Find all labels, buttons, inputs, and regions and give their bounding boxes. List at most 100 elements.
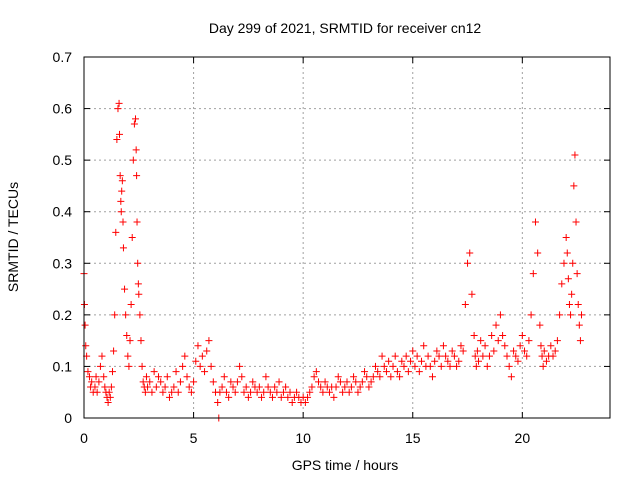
data-point bbox=[315, 378, 323, 386]
data-point bbox=[170, 383, 178, 391]
data-point bbox=[402, 352, 410, 360]
data-point bbox=[268, 393, 276, 401]
data-point bbox=[82, 342, 90, 350]
data-point bbox=[242, 383, 250, 391]
data-point bbox=[159, 388, 167, 396]
data-point bbox=[437, 362, 445, 370]
data-point bbox=[306, 388, 314, 396]
data-point bbox=[461, 301, 469, 309]
data-point bbox=[262, 373, 270, 381]
data-point bbox=[142, 373, 150, 381]
chart-title: Day 299 of 2021, SRMTID for receiver cn1… bbox=[209, 20, 482, 36]
data-point bbox=[523, 352, 531, 360]
data-point bbox=[286, 388, 294, 396]
data-point bbox=[222, 388, 230, 396]
data-point bbox=[119, 244, 127, 252]
data-point bbox=[330, 393, 338, 401]
data-point bbox=[534, 249, 542, 257]
data-point bbox=[572, 218, 580, 226]
data-point bbox=[100, 373, 108, 381]
data-point bbox=[350, 373, 358, 381]
data-point bbox=[547, 342, 555, 350]
x-tick-label: 20 bbox=[515, 430, 531, 446]
data-point bbox=[225, 393, 233, 401]
data-point bbox=[385, 357, 393, 365]
data-point bbox=[531, 218, 539, 226]
data-point bbox=[116, 130, 124, 138]
data-point bbox=[190, 378, 198, 386]
x-axis-label: GPS time / hours bbox=[292, 457, 399, 473]
data-point bbox=[122, 311, 130, 319]
data-point bbox=[485, 352, 493, 360]
data-point bbox=[238, 373, 246, 381]
data-point bbox=[304, 393, 312, 401]
data-point bbox=[207, 362, 215, 370]
data-point bbox=[110, 347, 118, 355]
data-point bbox=[361, 368, 369, 376]
y-tick-label: 0.1 bbox=[53, 358, 73, 374]
data-point bbox=[409, 347, 417, 355]
data-point bbox=[198, 352, 206, 360]
data-point bbox=[560, 259, 568, 267]
data-point bbox=[501, 342, 509, 350]
data-point bbox=[101, 383, 109, 391]
data-point bbox=[135, 290, 143, 298]
data-point bbox=[105, 388, 113, 396]
data-point bbox=[181, 352, 189, 360]
data-point bbox=[168, 388, 176, 396]
data-point bbox=[84, 368, 92, 376]
data-point bbox=[247, 388, 255, 396]
data-point bbox=[490, 347, 498, 355]
data-point bbox=[271, 383, 279, 391]
data-points bbox=[80, 99, 586, 422]
data-point bbox=[418, 357, 426, 365]
data-point bbox=[578, 311, 586, 319]
axis-ticks: 0 5 10 15 20 0 0.1 0.2 0.3 0.4 0.5 0.6 0.7 bbox=[53, 49, 610, 446]
data-point bbox=[352, 378, 360, 386]
y-tick-label: 0.5 bbox=[53, 152, 73, 168]
data-point bbox=[95, 378, 103, 386]
y-tick-label: 0.2 bbox=[53, 307, 73, 323]
data-point bbox=[129, 156, 137, 164]
data-point bbox=[152, 383, 160, 391]
data-point bbox=[155, 373, 163, 381]
data-point bbox=[542, 357, 550, 365]
data-point bbox=[571, 151, 579, 159]
data-point bbox=[479, 352, 487, 360]
data-point bbox=[356, 383, 364, 391]
data-point bbox=[455, 357, 463, 365]
data-point bbox=[391, 352, 399, 360]
data-point bbox=[187, 388, 195, 396]
data-point bbox=[275, 378, 283, 386]
data-point bbox=[466, 249, 474, 257]
data-point bbox=[104, 399, 112, 407]
data-point bbox=[521, 347, 529, 355]
data-point bbox=[183, 373, 191, 381]
data-point bbox=[494, 337, 502, 345]
data-point bbox=[369, 373, 377, 381]
data-point bbox=[539, 362, 547, 370]
data-point bbox=[363, 373, 371, 381]
data-point bbox=[138, 362, 146, 370]
data-point bbox=[209, 378, 217, 386]
data-point bbox=[343, 378, 351, 386]
data-point bbox=[538, 352, 546, 360]
data-point bbox=[321, 378, 329, 386]
x-tick-label: 0 bbox=[80, 430, 88, 446]
data-point bbox=[510, 347, 518, 355]
data-point bbox=[196, 362, 204, 370]
data-point bbox=[529, 270, 537, 278]
data-point bbox=[536, 321, 544, 329]
data-point bbox=[146, 378, 154, 386]
data-point bbox=[411, 362, 419, 370]
data-point bbox=[345, 388, 353, 396]
data-point bbox=[396, 373, 404, 381]
data-point bbox=[163, 373, 171, 381]
data-point bbox=[558, 280, 566, 288]
data-point bbox=[301, 399, 309, 407]
data-point bbox=[150, 368, 158, 376]
data-point bbox=[378, 352, 386, 360]
data-point bbox=[365, 383, 373, 391]
data-point bbox=[371, 362, 379, 370]
data-point bbox=[139, 378, 147, 386]
